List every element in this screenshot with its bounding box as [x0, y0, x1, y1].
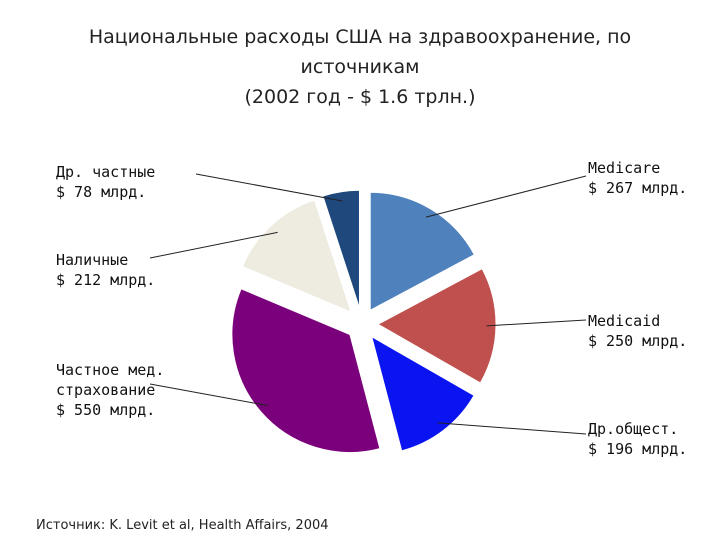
slice-medicaid: [376, 267, 497, 384]
label-medicare-line-1: Medicare: [588, 159, 661, 177]
label-medicaid-line-1: Medicaid: [588, 312, 661, 330]
chart-title-line-1: Национальные расходы США на здравоохране…: [88, 26, 632, 48]
label-medicare-line-2: $ 267 млрд.: [588, 179, 688, 197]
label-medicare: Medicare $ 267 млрд.: [588, 158, 687, 198]
leader-private-insurance: [149, 383, 269, 407]
label-private-insurance-line-3: $ 550 млрд.: [56, 401, 156, 419]
label-other-private-line-2: $ 78 млрд.: [56, 183, 147, 201]
slice-out-of-pocket: [241, 199, 352, 314]
label-other-public-line-2: $ 196 млрд.: [588, 440, 688, 458]
chart-title: Национальные расходы США на здравоохране…: [0, 22, 720, 112]
slice-medicare: [369, 191, 475, 312]
label-medicaid-line-2: $ 250 млрд.: [588, 332, 688, 350]
chart-title-line-2: источникам: [300, 56, 420, 78]
label-private-insurance: Частное мед. страхование $ 550 млрд.: [56, 360, 164, 420]
leader-medicare: [425, 175, 587, 218]
label-other-public: Др.общест. $ 196 млрд.: [588, 419, 687, 459]
slice-other-public: [370, 335, 475, 452]
label-out-of-pocket-line-2: $ 212 млрд.: [56, 271, 156, 289]
label-medicaid: Medicaid $ 250 млрд.: [588, 311, 687, 351]
slice-private-insurance: [231, 288, 381, 453]
label-other-public-line-1: Др.общест.: [588, 420, 679, 438]
leader-other-public: [437, 422, 587, 435]
leader-other-private: [195, 173, 343, 202]
label-other-private: Др. частные $ 78 млрд.: [56, 162, 155, 202]
label-other-private-line-1: Др. частные: [56, 163, 156, 181]
slice-other-private: [322, 189, 360, 309]
label-out-of-pocket-line-1: Наличные: [56, 251, 129, 269]
leader-out-of-pocket: [149, 231, 278, 259]
leader-medicaid: [486, 319, 587, 327]
source-note: Источник: K. Levit et al, Health Affairs…: [36, 518, 329, 533]
label-private-insurance-line-2: страхование: [56, 381, 156, 399]
label-private-insurance-line-1: Частное мед.: [56, 361, 165, 379]
label-out-of-pocket: Наличные $ 212 млрд.: [56, 250, 155, 290]
chart-title-line-3: (2002 год - $ 1.6 трлн.): [244, 86, 476, 108]
